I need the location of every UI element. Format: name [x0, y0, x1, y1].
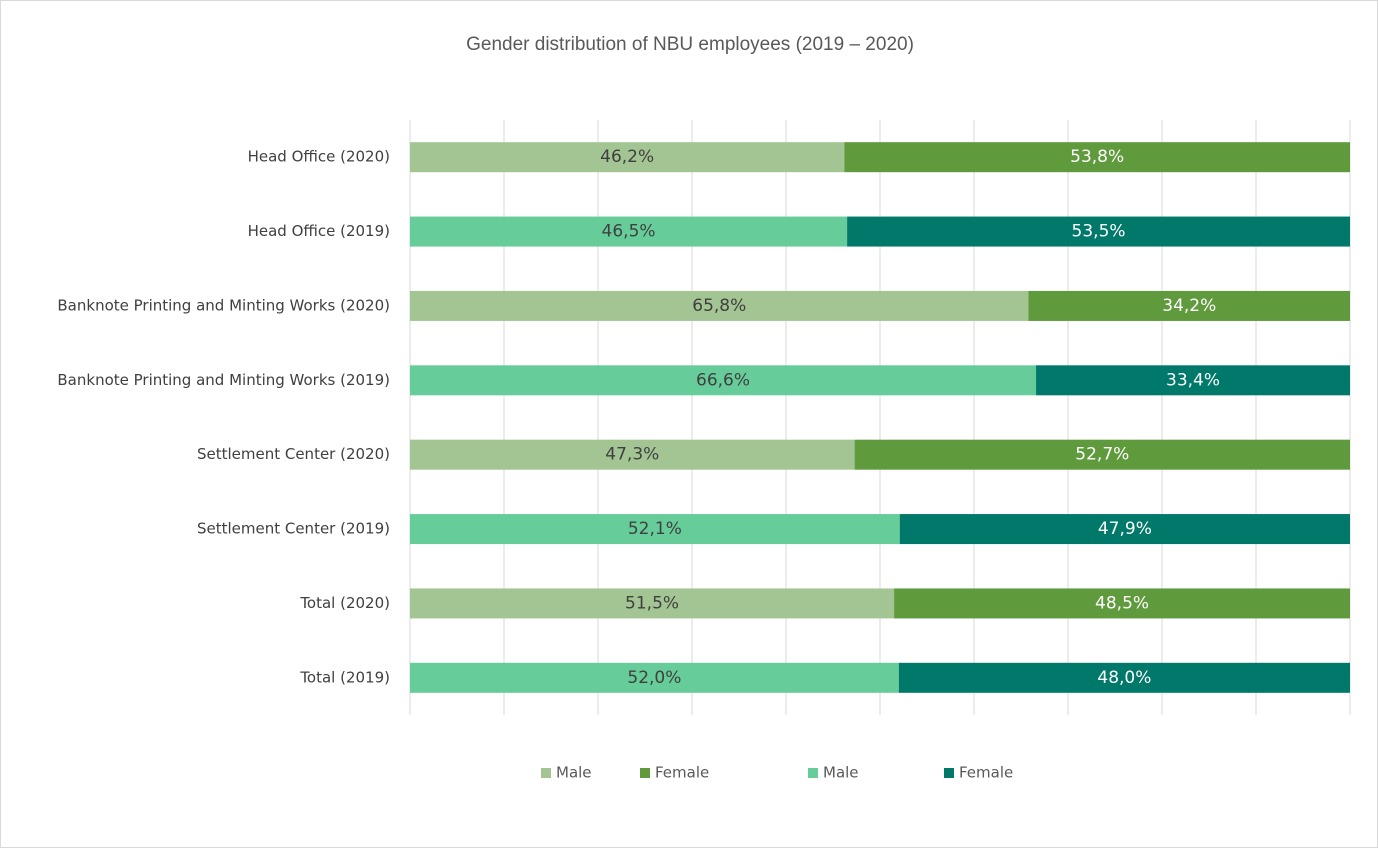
bar: [410, 216, 848, 247]
data-label: 53,5%: [1072, 222, 1126, 242]
bar: [410, 290, 1029, 321]
y-tick-label: Head Office (2020): [248, 148, 390, 166]
bar: [894, 588, 1350, 619]
bar: [1036, 365, 1350, 396]
bar: [410, 439, 855, 470]
chart-title: Gender distribution of NBU employees (20…: [466, 34, 914, 55]
legend-label: Female: [655, 764, 709, 782]
legend-swatch: [944, 768, 954, 778]
bar: [410, 588, 895, 619]
data-label: 47,3%: [605, 445, 659, 465]
legend-label: Male: [556, 764, 592, 782]
data-label: 46,5%: [602, 222, 656, 242]
data-label: 48,0%: [1097, 668, 1151, 688]
y-tick-label: Settlement Center (2020): [197, 445, 390, 463]
y-tick-label: Total (2020): [299, 594, 390, 612]
bar: [1028, 290, 1350, 321]
data-label: 52,0%: [627, 668, 681, 688]
bar: [410, 662, 899, 693]
bar: [854, 439, 1350, 470]
data-label: 53,8%: [1070, 147, 1124, 167]
legend-label: Male: [823, 764, 859, 782]
y-tick-label: Settlement Center (2019): [197, 520, 390, 538]
bar: [847, 216, 1350, 247]
data-label: 52,1%: [628, 519, 682, 539]
data-label: 47,9%: [1098, 519, 1152, 539]
legend-swatch: [640, 768, 650, 778]
data-label: 46,2%: [600, 147, 654, 167]
data-label: 52,7%: [1075, 445, 1129, 465]
legend-swatch: [541, 768, 551, 778]
data-label: 65,8%: [692, 296, 746, 316]
bar: [899, 514, 1350, 545]
y-tick-label: Banknote Printing and Minting Works (201…: [57, 371, 390, 389]
data-label: 34,2%: [1162, 296, 1216, 316]
data-label: 66,6%: [696, 370, 750, 390]
data-label: 33,4%: [1166, 370, 1220, 390]
bar: [410, 142, 845, 173]
bar: [410, 365, 1037, 396]
legend-label: Female: [959, 764, 1013, 782]
bar: [844, 142, 1350, 173]
y-tick-label: Head Office (2019): [248, 222, 390, 240]
y-tick-label: Total (2019): [299, 668, 390, 686]
data-label: 48,5%: [1095, 593, 1149, 613]
y-tick-label: Banknote Printing and Minting Works (202…: [57, 296, 390, 314]
bar: [898, 662, 1350, 693]
bar: [410, 514, 900, 545]
data-label: 51,5%: [625, 593, 679, 613]
legend-swatch: [808, 768, 818, 778]
